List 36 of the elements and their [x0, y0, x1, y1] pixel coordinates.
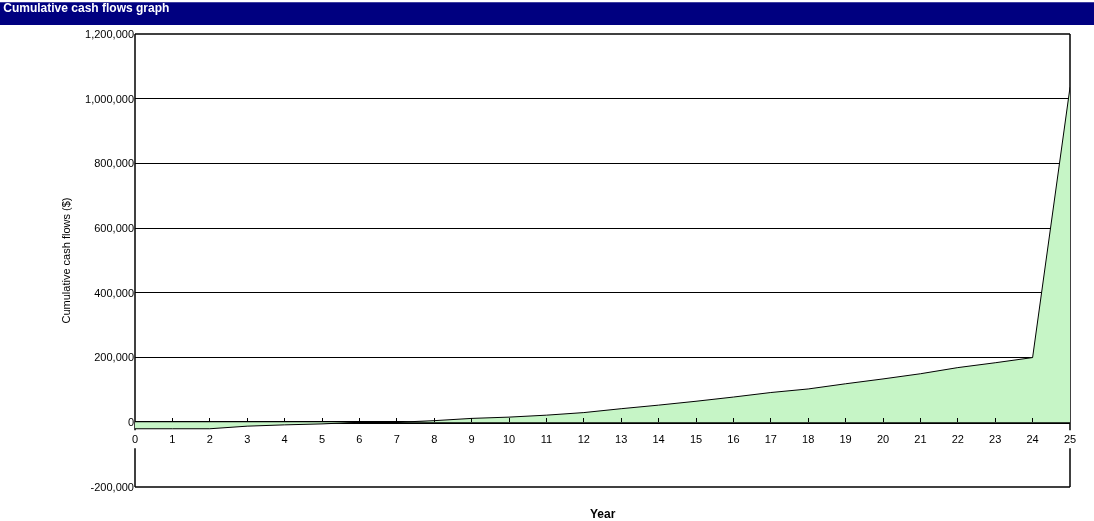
x-tick-label: 15 [689, 433, 703, 446]
x-tick-label: 10 [502, 433, 516, 446]
x-tick-label: 9 [468, 433, 475, 446]
x-tick-label: 12 [577, 433, 590, 446]
x-tick-label: 23 [989, 433, 1002, 446]
x-tick-label: 14 [652, 433, 665, 446]
x-tick-label: 21 [914, 433, 927, 446]
y-tick-label: 0 [127, 416, 134, 429]
y-tick-label: 200,000 [94, 351, 134, 364]
x-tick-label: 19 [839, 433, 852, 446]
y-tick-label: 600,000 [94, 221, 134, 234]
x-tick-label: 4 [281, 433, 288, 446]
x-tick-label: 7 [393, 433, 400, 446]
y-tick-label: 400,000 [94, 286, 134, 299]
x-tick-label: 6 [356, 433, 363, 446]
x-tick-label: 2 [206, 433, 213, 446]
x-tick-label: 17 [764, 433, 777, 446]
x-tick-label: 1 [169, 433, 176, 446]
x-tick-label: 5 [318, 433, 326, 446]
x-tick-label: 25 [1063, 433, 1077, 446]
x-axis-title: Year [590, 507, 616, 521]
x-tick-label: 20 [876, 433, 890, 446]
y-tick-label: 1,200,000 [85, 27, 134, 40]
x-tick-label: 24 [1026, 433, 1039, 446]
y-tick-label: 1,000,000 [85, 92, 134, 105]
x-tick-label: 13 [615, 433, 628, 446]
x-tick-label: 3 [244, 433, 251, 446]
y-tick-label: -200,000 [90, 480, 134, 493]
chart-title: Cumulative cash flows graph [3, 1, 170, 16]
x-tick-label: 16 [727, 433, 740, 446]
y-tick-label: 800,000 [94, 157, 134, 170]
x-tick-label: 18 [802, 433, 815, 446]
x-tick-label: 8 [431, 433, 438, 446]
x-tick-label: 11 [540, 433, 553, 446]
y-axis-title: Cumulative cash flows ($) [59, 197, 72, 324]
x-tick-label: 22 [951, 433, 964, 446]
